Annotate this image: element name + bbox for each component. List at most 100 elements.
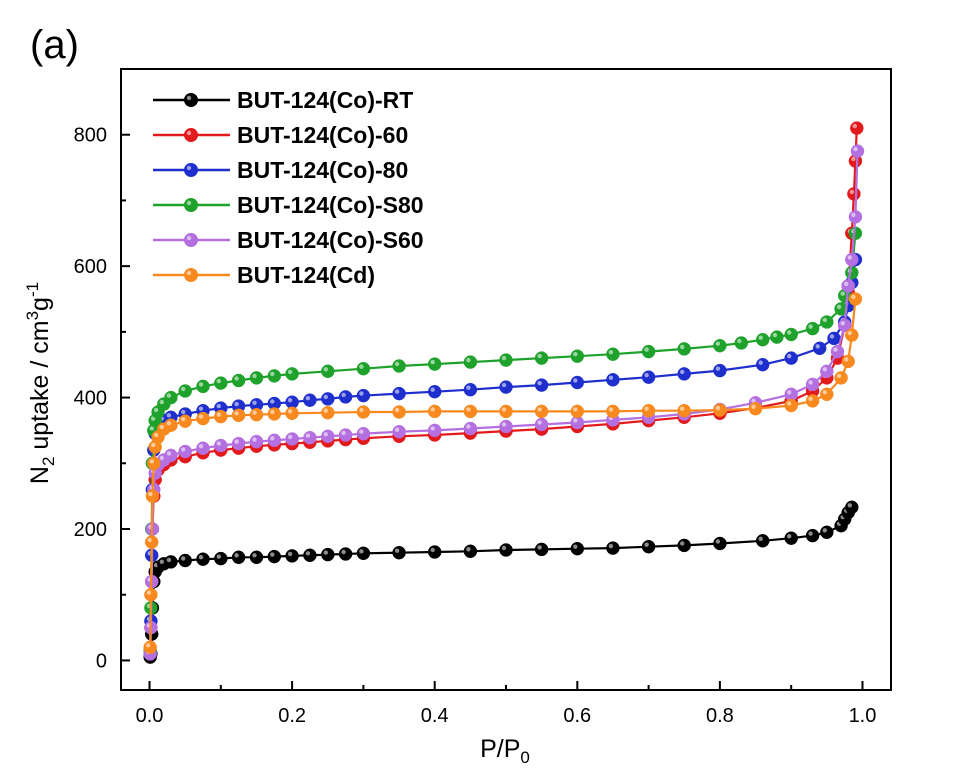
data-point-highlight — [234, 401, 239, 407]
data-point — [755, 332, 770, 347]
data-point — [848, 210, 863, 224]
data-point — [392, 405, 406, 419]
data-point — [285, 549, 299, 563]
data-point-highlight — [537, 353, 542, 359]
data-point — [641, 370, 656, 384]
data-point — [144, 535, 159, 549]
x-axis-title: P/P0 — [480, 735, 530, 767]
data-point-highlight — [305, 551, 311, 556]
data-point — [285, 367, 299, 381]
plot-frame — [120, 68, 892, 691]
data-point — [847, 187, 861, 201]
data-point-highlight — [836, 373, 842, 379]
data-point-highlight — [430, 359, 435, 365]
legend-marker-highlight — [186, 270, 192, 276]
data-point — [427, 423, 442, 438]
data-point — [321, 405, 335, 420]
data-point — [812, 341, 827, 356]
data-point — [214, 409, 228, 424]
legend-marker-highlight — [186, 235, 192, 241]
data-point-highlight — [466, 385, 471, 390]
data-point-highlight — [159, 424, 164, 430]
data-point — [820, 364, 834, 379]
data-point-highlight — [287, 369, 293, 375]
data-point — [534, 542, 549, 557]
data-point-highlight — [216, 403, 221, 409]
data-point-highlight — [537, 420, 542, 425]
data-point — [734, 336, 749, 350]
data-point — [249, 434, 264, 449]
data-point — [338, 428, 353, 442]
data-point — [499, 380, 513, 394]
data-point — [805, 321, 820, 336]
data-point-highlight — [234, 376, 239, 381]
data-point-highlight — [166, 421, 172, 426]
x-tick-label: 0.0 — [136, 705, 164, 727]
data-point — [677, 367, 691, 381]
data-point — [178, 384, 192, 398]
data-point-highlight — [198, 555, 204, 560]
data-point — [463, 421, 478, 436]
data-point-highlight — [270, 552, 275, 557]
data-point — [641, 344, 656, 359]
data-point-highlight — [851, 212, 856, 218]
legend-marker — [184, 93, 198, 107]
data-point-highlight — [159, 455, 164, 461]
data-point-highlight — [216, 554, 221, 559]
data-point-highlight — [181, 386, 186, 392]
data-point — [713, 363, 727, 378]
data-point — [249, 407, 264, 422]
data-point — [178, 553, 192, 568]
data-point-highlight — [359, 364, 364, 369]
x-tick-label: 1.0 — [849, 705, 877, 727]
data-point-highlight — [715, 539, 721, 544]
data-point-highlight — [394, 548, 400, 553]
data-point — [755, 357, 770, 372]
data-point-highlight — [323, 394, 328, 400]
data-point-highlight — [680, 541, 685, 546]
data-point — [196, 379, 210, 394]
data-point — [713, 403, 727, 417]
data-point — [841, 354, 855, 369]
data-point-highlight — [787, 534, 792, 539]
data-point — [164, 448, 178, 463]
y-axis-title: N2 uptake / cm3g-1 — [23, 282, 58, 484]
y-tick-label: 200 — [74, 519, 107, 541]
data-point — [214, 551, 228, 566]
data-point — [463, 382, 478, 397]
data-point — [850, 121, 864, 135]
data-point-highlight — [608, 375, 614, 380]
data-point — [285, 406, 299, 421]
data-point — [677, 342, 691, 356]
data-point-highlight — [573, 378, 578, 383]
series-line — [149, 506, 853, 658]
data-point-highlight — [608, 543, 614, 549]
series-3 — [143, 226, 863, 658]
data-point-highlight — [305, 396, 311, 401]
data-point — [214, 438, 228, 453]
data-point — [641, 403, 656, 418]
data-point-highlight — [341, 549, 346, 555]
data-point-highlight — [181, 417, 186, 422]
data-point-highlight — [341, 430, 346, 436]
data-point-highlight — [680, 369, 685, 375]
data-point — [303, 548, 317, 563]
data-point-highlight — [323, 408, 328, 413]
data-point-highlight — [166, 413, 172, 418]
data-point-highlight — [198, 382, 204, 387]
data-point — [392, 359, 406, 373]
data-point-highlight — [146, 643, 151, 648]
data-point — [196, 552, 210, 566]
data-point — [570, 375, 585, 390]
data-point — [321, 392, 335, 406]
data-point — [820, 315, 834, 329]
data-point-highlight — [216, 378, 221, 384]
data-point — [570, 404, 585, 419]
data-point-highlight — [537, 545, 542, 550]
y-axis: 0 200 400 600 800 — [74, 125, 130, 672]
data-point — [606, 347, 620, 361]
data-point — [427, 404, 442, 419]
data-point — [755, 534, 770, 548]
data-point-highlight — [573, 407, 578, 412]
data-point — [178, 444, 192, 459]
